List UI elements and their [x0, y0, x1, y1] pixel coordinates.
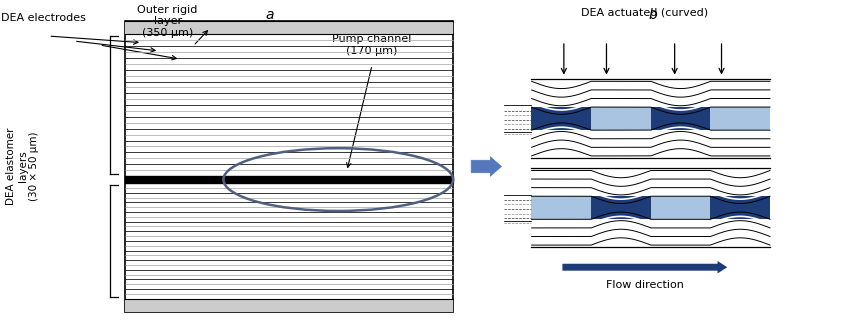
Text: b: b [649, 8, 657, 22]
Bar [532, 107, 591, 130]
Text: Outer rigid
layer
(350 μm): Outer rigid layer (350 μm) [138, 5, 198, 38]
Text: DEA electrodes: DEA electrodes [2, 13, 86, 23]
Bar [651, 107, 711, 130]
Bar [711, 196, 770, 219]
Text: DEA elastomer
layers
(30 × 50 μm): DEA elastomer layers (30 × 50 μm) [6, 128, 39, 205]
Text: a: a [266, 8, 274, 22]
Bar [591, 196, 651, 219]
Bar [532, 196, 591, 219]
Bar [125, 21, 453, 34]
FancyArrowPatch shape [471, 157, 501, 176]
Bar [591, 107, 651, 130]
Bar [711, 107, 770, 130]
Bar [125, 21, 453, 312]
Text: Flow direction: Flow direction [606, 280, 684, 290]
Bar [651, 196, 711, 219]
FancyArrowPatch shape [563, 261, 728, 273]
Text: Pump channel
(170 μm): Pump channel (170 μm) [333, 34, 412, 56]
Bar [125, 299, 453, 312]
Text: DEA actuated (curved): DEA actuated (curved) [581, 8, 709, 18]
